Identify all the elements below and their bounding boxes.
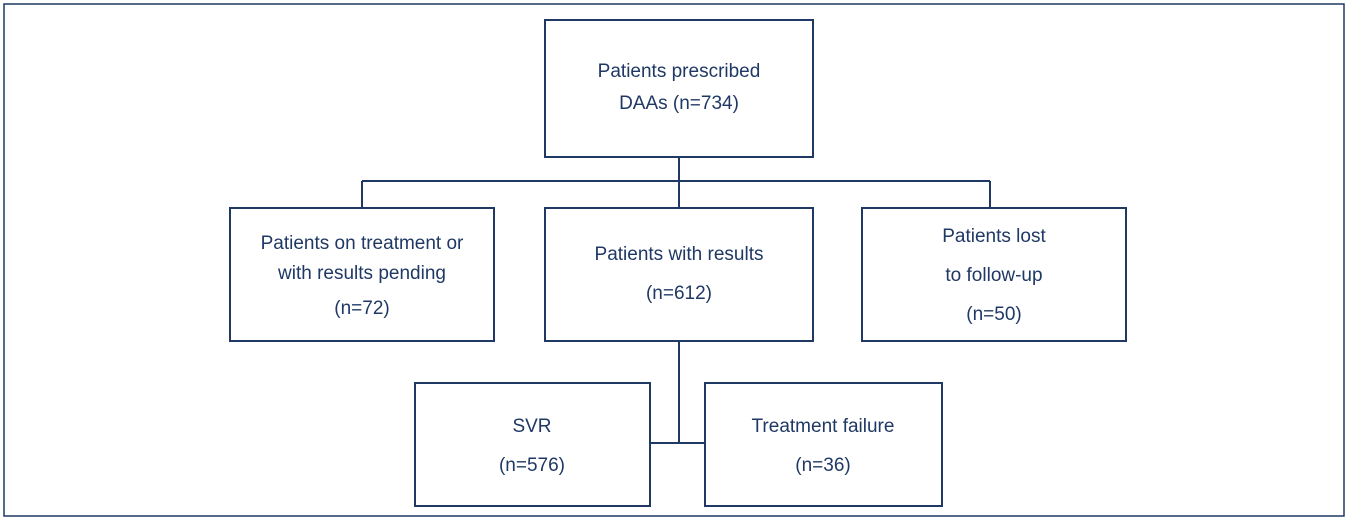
node-text: (n=36) [795, 455, 850, 476]
node-text: Patients prescribed [598, 61, 761, 82]
node-box [229, 207, 495, 342]
node-box [861, 207, 1127, 342]
node-text: (n=612) [646, 283, 712, 304]
node-text: with results pending [277, 263, 446, 284]
node-text: (n=72) [334, 298, 389, 319]
node-box [544, 207, 814, 342]
node-text: Patients lost [942, 226, 1046, 247]
node-text: to follow-up [945, 265, 1042, 286]
node-box [544, 19, 814, 158]
node-box [414, 382, 651, 507]
node-text: Patients with results [595, 244, 764, 265]
node-text: Patients on treatment or [261, 233, 464, 254]
node-text: (n=576) [499, 455, 565, 476]
node-text: SVR [512, 416, 551, 437]
node-text: DAAs (n=734) [619, 93, 739, 114]
node-text: Treatment failure [752, 416, 895, 437]
node-box [704, 382, 943, 507]
node-text: (n=50) [966, 304, 1021, 325]
